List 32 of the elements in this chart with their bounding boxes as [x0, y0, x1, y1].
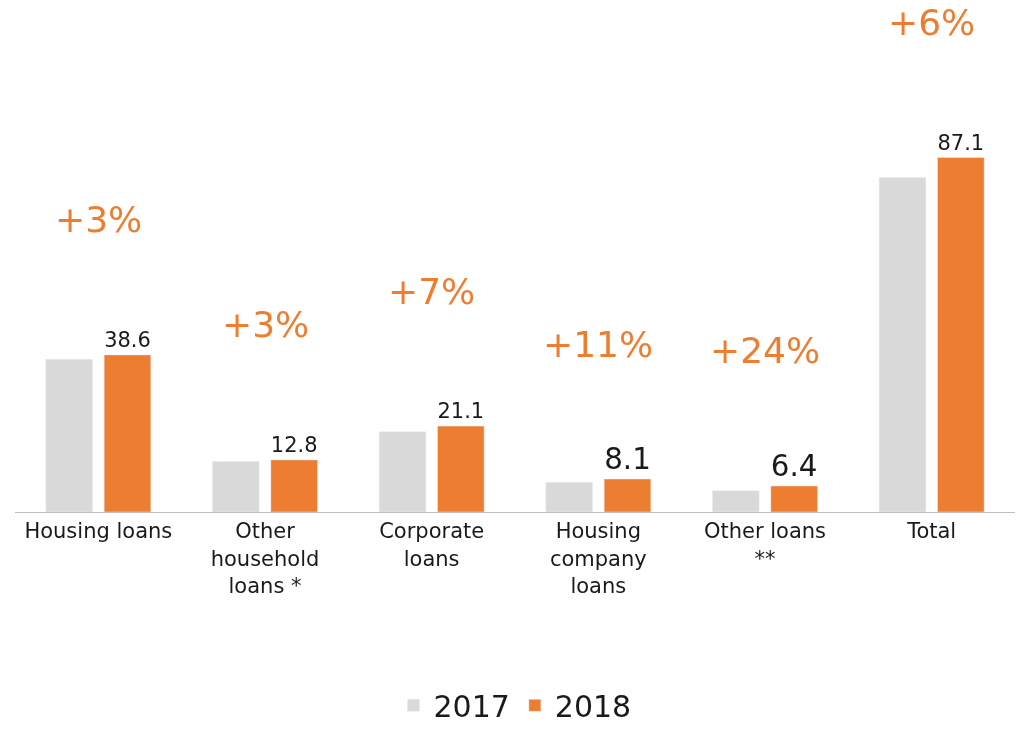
bar — [437, 425, 485, 512]
annotation: +24% — [710, 330, 821, 371]
bar — [212, 461, 260, 512]
data-label: 38.6 — [104, 327, 151, 352]
x-tick-label: Housing loans — [24, 519, 173, 544]
text: +6% — [888, 2, 976, 43]
legend-label: 2018 — [554, 689, 632, 725]
bar — [270, 459, 318, 512]
bar — [545, 482, 593, 512]
bar — [103, 354, 152, 512]
x-tick-label: Total — [906, 519, 957, 544]
annotation: +3% — [222, 304, 310, 345]
bar — [712, 490, 760, 512]
data-label: 8.1 — [604, 442, 651, 477]
data-label: 87.1 — [937, 130, 985, 155]
bar — [770, 485, 818, 512]
data-label: 21.1 — [437, 399, 485, 424]
x-tick-label: Other household loans * — [210, 519, 320, 598]
annotation: +3% — [55, 199, 143, 240]
annotation: +7% — [388, 271, 476, 312]
x-tick-label: Other loans ** — [703, 519, 827, 571]
bar — [937, 157, 985, 512]
bar — [45, 359, 93, 512]
x-tick-label: Corporate loans — [379, 519, 485, 571]
annotation: +11% — [543, 324, 654, 365]
bar — [603, 478, 652, 512]
bar — [378, 431, 427, 512]
data-label: 12.8 — [270, 433, 318, 458]
x-tick-label: Housing company loans — [549, 519, 647, 598]
legend-label: 2017 — [433, 689, 510, 725]
data-label: 6.4 — [770, 449, 818, 484]
bar — [878, 177, 927, 512]
